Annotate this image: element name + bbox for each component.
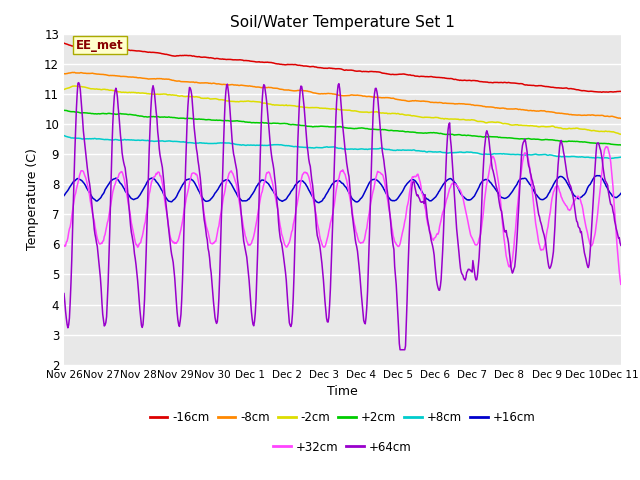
Title: Soil/Water Temperature Set 1: Soil/Water Temperature Set 1 (230, 15, 455, 30)
Y-axis label: Temperature (C): Temperature (C) (26, 148, 38, 250)
X-axis label: Time: Time (327, 385, 358, 398)
Legend: +32cm, +64cm: +32cm, +64cm (268, 436, 417, 458)
Text: EE_met: EE_met (76, 38, 124, 51)
